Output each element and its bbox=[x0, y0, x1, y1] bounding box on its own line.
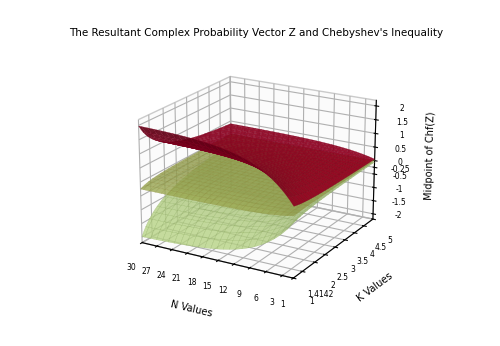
Title: The Resultant Complex Probability Vector Z and Chebyshev's Inequality: The Resultant Complex Probability Vector… bbox=[69, 28, 444, 38]
Y-axis label: K Values: K Values bbox=[356, 271, 395, 304]
X-axis label: N Values: N Values bbox=[170, 299, 213, 318]
